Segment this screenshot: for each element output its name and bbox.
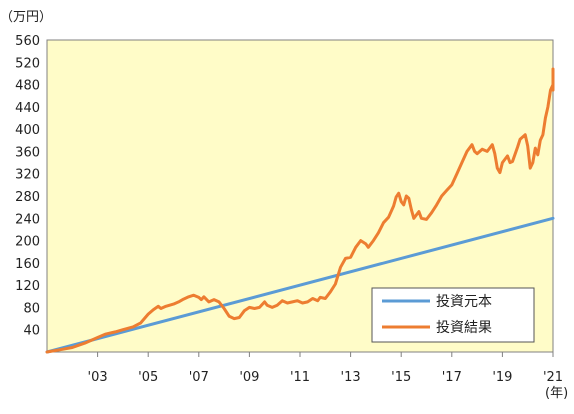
legend: 投資元本 投資結果 (371, 287, 535, 343)
y-tick-label: 360 (15, 145, 40, 160)
x-tick-label: '19 (492, 370, 512, 385)
y-tick-label: 240 (15, 212, 40, 227)
legend-label-result: 投資結果 (436, 320, 492, 336)
x-tick-label: '21 (543, 370, 563, 385)
x-tick-label: '17 (442, 370, 462, 385)
series-layer (45, 67, 555, 354)
y-tick-label: 280 (15, 190, 40, 205)
series-line-principal (45, 216, 555, 354)
x-tick-label: '05 (138, 370, 158, 385)
y-tick-label: 160 (15, 257, 40, 272)
y-tick-label: 200 (15, 235, 40, 250)
y-tick-label: 560 (15, 34, 40, 49)
y-tick-label: 400 (15, 123, 40, 138)
y-axis-ticks: 40 80 120 160 200 240 280 320 360 400 440 480 520 560 (15, 34, 40, 339)
x-tick-label: '07 (189, 370, 209, 385)
legend-label-principal: 投資元本 (436, 294, 492, 310)
y-tick-label: 520 (15, 56, 40, 71)
y-axis-unit: （万円） (0, 10, 52, 25)
x-tick-label: '09 (239, 370, 259, 385)
y-tick-label: 440 (15, 101, 40, 116)
y-tick-label: 480 (15, 79, 40, 94)
legend-box (371, 287, 535, 343)
x-axis-ticks: '03 '05 '07 '09 '11 '13 '15 '17 '19 '21 (88, 352, 563, 385)
x-axis-unit: (年) (545, 386, 568, 401)
y-tick-label: 120 (15, 279, 40, 294)
y-tick-label: 40 (23, 324, 40, 339)
x-tick-label: '03 (88, 370, 108, 385)
x-tick-label: '15 (391, 370, 411, 385)
x-tick-label: '13 (341, 370, 361, 385)
y-tick-label: 80 (23, 301, 40, 316)
series-line-result (45, 67, 555, 354)
x-tick-label: '11 (290, 370, 310, 385)
y-tick-label: 320 (15, 168, 40, 183)
